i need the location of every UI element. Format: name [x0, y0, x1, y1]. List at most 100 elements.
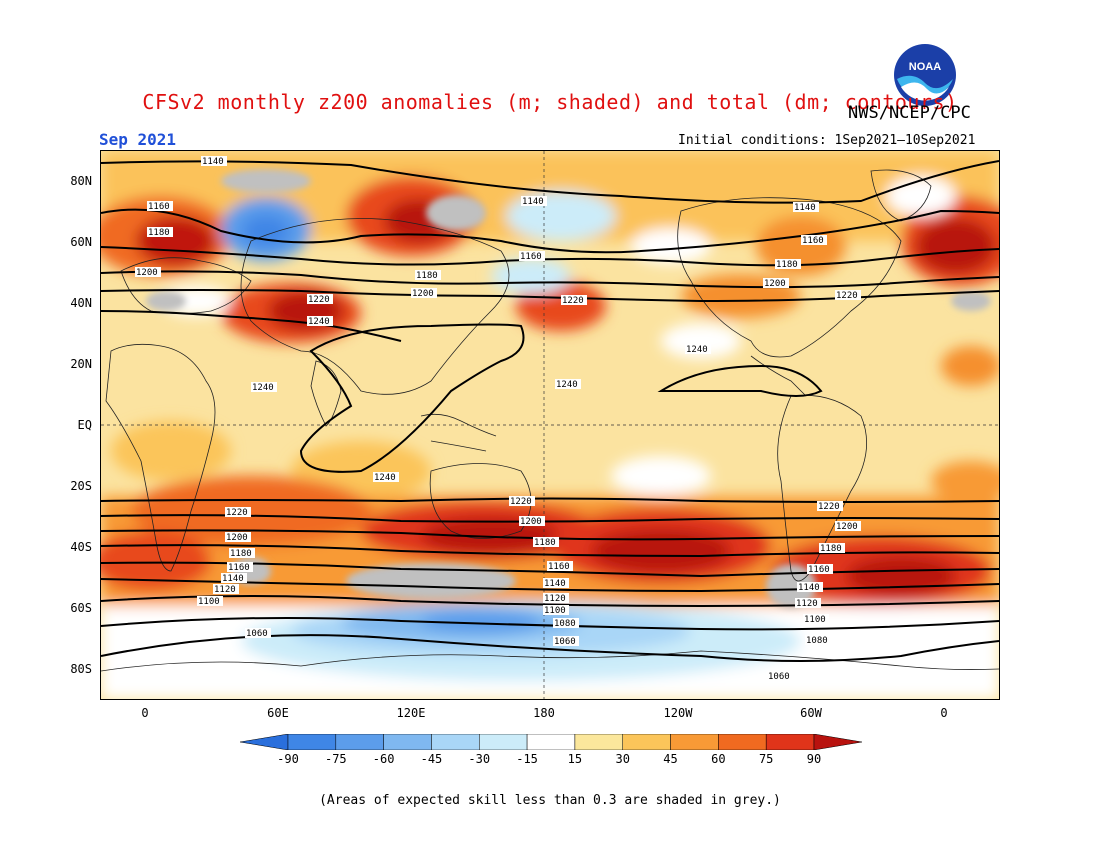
svg-text:1160: 1160 — [228, 563, 250, 573]
contour-label: 1060 — [767, 671, 793, 682]
colorbar-segment — [574, 734, 623, 750]
svg-text:1160: 1160 — [520, 252, 542, 262]
contour-label: 1080 — [553, 618, 579, 629]
svg-text:1220: 1220 — [510, 497, 532, 507]
contour-label: 1080 — [805, 635, 831, 646]
skill-note: (Areas of expected skill less than 0.3 a… — [319, 793, 781, 808]
svg-text:1160: 1160 — [548, 562, 570, 572]
lat-label: 20S — [70, 479, 92, 493]
colorbar-label: 90 — [806, 752, 822, 766]
colorbar-segment — [431, 734, 480, 750]
colorbar-label: 45 — [663, 752, 678, 766]
svg-text:1240: 1240 — [308, 317, 330, 327]
lat-label: 80S — [70, 662, 92, 676]
contour-label: 1160 — [547, 561, 573, 572]
svg-text:1200: 1200 — [136, 268, 158, 278]
contour-label: 1200 — [519, 516, 545, 527]
contour-label: 1200 — [835, 521, 861, 532]
lon-label: 120W — [663, 706, 693, 720]
contour-label: 1060 — [245, 628, 271, 639]
svg-text:1120: 1120 — [796, 599, 818, 609]
chart-title: CFSv2 monthly z200 anomalies (m; shaded)… — [142, 90, 958, 114]
colorbar-label: 60 — [711, 752, 726, 766]
low-skill-mask — [146, 169, 991, 608]
svg-text:1180: 1180 — [820, 544, 842, 554]
colorbar-label: -90 — [277, 752, 299, 766]
contour-label: 1180 — [819, 543, 845, 554]
month-label: Sep 2021 — [99, 130, 177, 149]
svg-text:1240: 1240 — [252, 383, 274, 393]
svg-text:1240: 1240 — [374, 473, 396, 483]
noaa-logo: NOAA — [894, 44, 956, 106]
svg-text:1220: 1220 — [226, 508, 248, 518]
contour-label: 1060 — [553, 636, 579, 647]
svg-text:1060: 1060 — [246, 629, 268, 639]
contour-label: 1140 — [201, 156, 227, 167]
lat-label: 40S — [70, 540, 92, 554]
lon-label: 60E — [267, 706, 289, 720]
contour-label: 1240 — [373, 472, 399, 483]
contour-label: 1100 — [803, 614, 829, 625]
colorbar-segment — [240, 734, 289, 750]
colorbar-segment — [383, 734, 432, 750]
colorbar-label: -75 — [324, 752, 347, 766]
contour-label: 1160 — [227, 562, 253, 573]
contour-label: 1220 — [835, 290, 861, 301]
svg-text:1220: 1220 — [562, 296, 584, 306]
contour-label: 1240 — [555, 379, 581, 390]
svg-text:1180: 1180 — [776, 260, 798, 270]
contour-label: 1220 — [561, 295, 587, 306]
svg-text:1200: 1200 — [412, 289, 434, 299]
svg-text:1200: 1200 — [836, 522, 858, 532]
svg-text:1180: 1180 — [416, 271, 438, 281]
anomaly-map: 1140 1140 1140 1160 1160 1160 1180 1180 … — [101, 151, 999, 699]
svg-text:1100: 1100 — [544, 606, 566, 616]
contour-label: 1200 — [411, 288, 437, 299]
svg-text:1080: 1080 — [554, 619, 576, 629]
svg-text:1200: 1200 — [226, 533, 248, 543]
svg-text:1060: 1060 — [768, 672, 790, 682]
contour-label: 1120 — [213, 584, 239, 595]
contour-label: 1140 — [797, 582, 823, 593]
colorbar-segment — [813, 734, 862, 750]
lon-label: 0 — [141, 706, 149, 720]
svg-text:1220: 1220 — [818, 502, 840, 512]
colorbar-segment — [287, 734, 337, 750]
svg-text:1180: 1180 — [230, 549, 252, 559]
contour-label: 1220 — [307, 294, 333, 305]
contour-label: 1220 — [509, 496, 535, 507]
contour-label: 1120 — [795, 598, 821, 609]
lat-label: 60N — [70, 235, 92, 249]
contour-label: 1160 — [801, 235, 827, 246]
svg-text:1160: 1160 — [802, 236, 824, 246]
svg-text:1240: 1240 — [686, 345, 708, 355]
svg-text:1120: 1120 — [214, 585, 236, 595]
contour-label: 1240 — [307, 316, 333, 327]
colorbar-label: -60 — [372, 752, 395, 766]
lat-label: 40N — [70, 296, 92, 310]
colorbar-label: 30 — [615, 752, 630, 766]
svg-text:1140: 1140 — [222, 574, 244, 584]
contour-label: 1160 — [147, 201, 173, 212]
colorbar-segment — [526, 734, 576, 750]
svg-text:1240: 1240 — [556, 380, 578, 390]
lon-label: 120E — [396, 706, 426, 720]
contour-label: 1180 — [229, 548, 255, 559]
contour-label: 1180 — [775, 259, 801, 270]
colorbar-segment — [765, 734, 815, 750]
svg-text:1120: 1120 — [544, 594, 566, 604]
contour-label: 1140 — [221, 573, 247, 584]
colorbar-segment — [479, 734, 528, 750]
colorbar-segment — [718, 734, 767, 750]
colorbar-segment — [622, 734, 671, 750]
svg-text:1220: 1220 — [836, 291, 858, 301]
svg-text:1140: 1140 — [202, 157, 224, 167]
lat-label: EQ — [77, 418, 92, 432]
initial-conditions-label: Initial conditions: 1Sep2021–10Sep2021 — [678, 133, 976, 148]
svg-text:1160: 1160 — [148, 202, 170, 212]
svg-text:1140: 1140 — [798, 583, 820, 593]
contour-label: 1180 — [533, 537, 559, 548]
svg-text:1220: 1220 — [308, 295, 330, 305]
lat-label: 60S — [70, 601, 92, 615]
colorbar-segment — [670, 734, 719, 750]
